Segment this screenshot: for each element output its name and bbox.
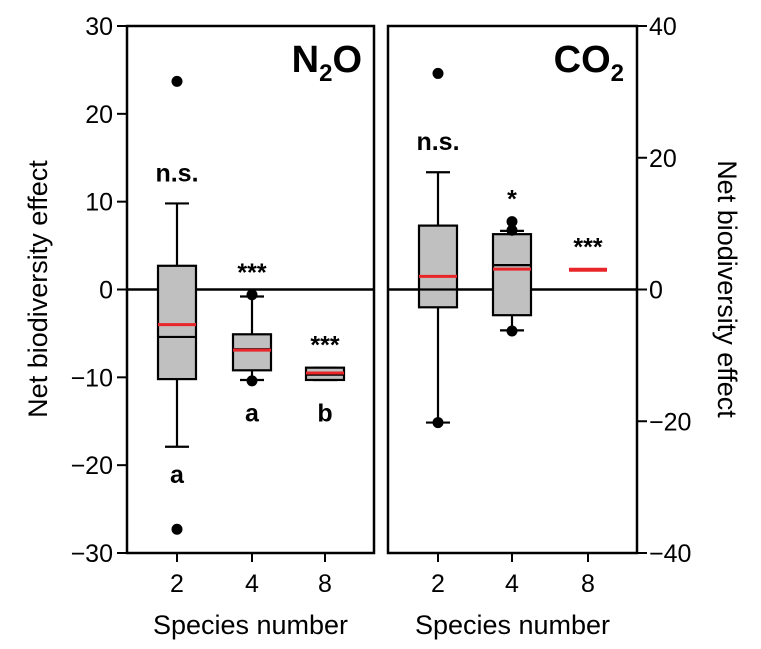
significance-label: *** bbox=[573, 234, 602, 262]
panel-title-tail: O bbox=[332, 39, 362, 81]
panel-co2: 40 20 0 −20 −40 2 4 8 Species number Net biodiver… bbox=[386, 13, 742, 640]
panel-title-subscript: 2 bbox=[319, 60, 332, 87]
box-iqr bbox=[491, 233, 533, 317]
y-tick-label: −20 bbox=[71, 452, 113, 480]
y-tick-label: 0 bbox=[649, 277, 663, 305]
y-tick-label: 0 bbox=[99, 277, 113, 305]
y-tick-label: 40 bbox=[649, 13, 677, 41]
significance-label: * bbox=[507, 186, 517, 214]
panel-n2o: 30 20 10 0 −10 −20 −30 2 4 8 Species number Net bio… bbox=[23, 13, 376, 640]
panel-title-main: CO bbox=[554, 39, 611, 81]
outlier-point bbox=[506, 325, 518, 337]
outlier-point bbox=[246, 289, 258, 301]
y-tick-label: 20 bbox=[85, 101, 113, 129]
y-tick-label: −30 bbox=[71, 540, 113, 568]
significance-label: n.s. bbox=[155, 159, 198, 187]
panel-title-subscript: 2 bbox=[611, 60, 624, 87]
y-tick-label: −10 bbox=[71, 364, 113, 392]
significance-label: *** bbox=[310, 332, 339, 360]
y-axis-title: Net biodiversity effect bbox=[23, 160, 53, 418]
box-iqr bbox=[231, 333, 273, 372]
significance-label: *** bbox=[237, 259, 266, 287]
box-iqr bbox=[417, 224, 459, 309]
x-axis-title: Species number bbox=[415, 610, 610, 640]
outlier-point bbox=[506, 216, 518, 228]
outlier-point bbox=[246, 375, 258, 387]
outlier-point bbox=[432, 417, 444, 429]
y-tick-label: 30 bbox=[85, 13, 113, 41]
outlier-point bbox=[171, 523, 183, 535]
box-iqr bbox=[156, 264, 198, 381]
y-tick-label: 10 bbox=[85, 189, 113, 217]
outlier-point bbox=[432, 67, 444, 79]
x-tick-label: 2 bbox=[170, 570, 184, 598]
outlier-point bbox=[171, 75, 183, 87]
y-axis-title: Net biodiversity effect bbox=[712, 160, 742, 418]
panel-title-main: N bbox=[292, 39, 319, 81]
x-axis-title: Species number bbox=[153, 610, 348, 640]
x-tick-label: 4 bbox=[505, 570, 519, 598]
x-tick-label: 8 bbox=[581, 570, 595, 598]
group-letter: a bbox=[170, 461, 185, 489]
panel-title: N2O bbox=[292, 39, 362, 87]
outlier-point bbox=[506, 224, 518, 236]
group-letter: a bbox=[245, 399, 260, 427]
y-tick-label: −20 bbox=[649, 408, 691, 436]
x-tick-label: 2 bbox=[431, 570, 445, 598]
x-tick-label: 8 bbox=[318, 570, 332, 598]
panel-title: CO2 bbox=[554, 39, 624, 87]
group-letter: b bbox=[317, 399, 332, 427]
significance-label: n.s. bbox=[416, 128, 459, 156]
x-tick-label: 4 bbox=[245, 570, 259, 598]
y-tick-label: 20 bbox=[649, 145, 677, 173]
y-tick-label: −40 bbox=[649, 540, 691, 568]
